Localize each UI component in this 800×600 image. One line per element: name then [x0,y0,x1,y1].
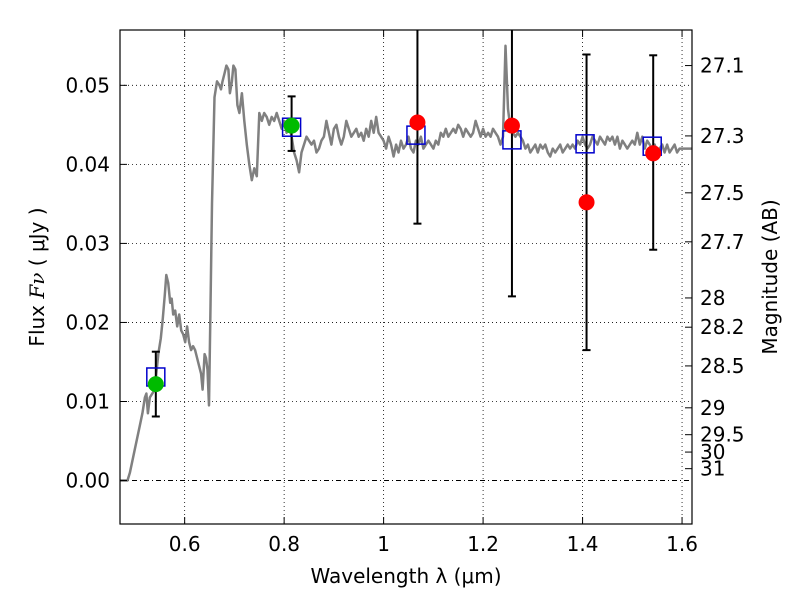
y2-tick-label: 28 [700,286,725,310]
y2-tick-label: 29 [700,396,725,420]
y-axis-label-prefix: Flux [25,299,49,347]
detection-point [283,117,300,134]
x-tick-label: 0.8 [268,532,300,556]
y2-tick-label: 29.5 [700,423,745,447]
data-points [147,114,662,393]
y-tick-label: 0.02 [65,310,110,334]
y-ticks: 0.00 0.01 0.02 0.03 0.04 0.05 [65,73,127,493]
y2-tick-label: 27.7 [700,230,745,254]
measurement-point [578,194,595,211]
x-tick-label: 1 [377,532,390,556]
model-photometry-box [575,134,595,154]
x-tick-label: 1.2 [467,532,499,556]
plot-area [120,30,692,524]
x-ticks: 0.6 0.8 1 1.2 1.4 1.6 [169,30,698,556]
y2-tick-label: 27.1 [700,54,745,78]
y-tick-label: 0.03 [65,231,110,255]
y-tick-label: 0.01 [65,389,110,413]
measurement-point [409,114,426,131]
y2-tick-label: 28.5 [700,354,745,378]
y2-tick-label: 28.2 [700,315,745,339]
y-axis-label-symbol: Fν [25,273,49,300]
y-tick-label: 0.04 [65,152,110,176]
plot-content [120,30,692,482]
y2-tick-label: 27.5 [700,181,745,205]
y2-tick-label: 27.3 [700,124,745,148]
measurement-point [645,145,662,162]
y2-tick-label: 31 [700,457,725,481]
y-tick-label: 0.00 [65,469,110,493]
y-axis-label: Flux Fν ( μJy ) [25,207,49,346]
measurement-point [503,117,520,134]
y-tick-label: 0.05 [65,73,110,97]
y2-axis-label: Magnitude (AB) [758,199,782,354]
x-tick-label: 0.6 [169,532,201,556]
x-tick-label: 1.6 [666,532,698,556]
spectrum-line [120,44,692,482]
x-tick-label: 1.4 [567,532,599,556]
plot-frame [119,29,693,525]
x-axis-label: Wavelength λ (μm) [310,564,501,588]
y2-tick-label: 30 [700,440,725,464]
detection-point [147,376,164,393]
y-axis-label-unit: ( μJy ) [25,207,49,272]
